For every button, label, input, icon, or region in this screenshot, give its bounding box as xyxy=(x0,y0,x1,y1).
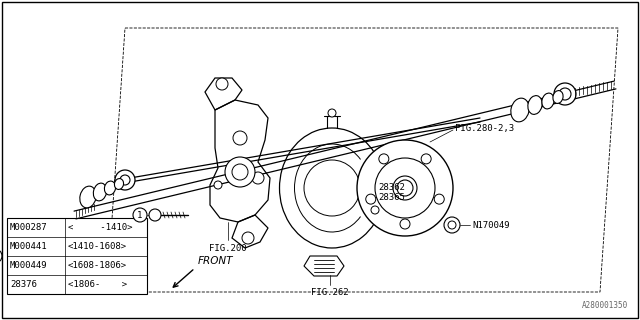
Circle shape xyxy=(232,164,248,180)
Text: 28362: 28362 xyxy=(378,183,405,192)
Circle shape xyxy=(0,249,2,263)
Ellipse shape xyxy=(528,96,542,114)
Text: FIG.280-2,3: FIG.280-2,3 xyxy=(455,124,514,132)
Circle shape xyxy=(115,170,135,190)
Circle shape xyxy=(393,176,417,200)
Circle shape xyxy=(379,154,389,164)
Ellipse shape xyxy=(115,179,124,189)
Circle shape xyxy=(216,78,228,90)
Ellipse shape xyxy=(511,98,529,122)
Text: FRONT: FRONT xyxy=(198,256,234,266)
Text: 1: 1 xyxy=(138,211,143,220)
Circle shape xyxy=(400,219,410,229)
Circle shape xyxy=(397,180,413,196)
Text: A280001350: A280001350 xyxy=(582,301,628,310)
Circle shape xyxy=(559,88,571,100)
Text: <1806-    >: <1806- > xyxy=(68,280,127,289)
Text: M000449: M000449 xyxy=(10,261,47,270)
Circle shape xyxy=(371,206,379,214)
Bar xyxy=(7,218,147,294)
Circle shape xyxy=(434,194,444,204)
Circle shape xyxy=(133,208,147,222)
Circle shape xyxy=(375,158,435,218)
Ellipse shape xyxy=(553,91,563,103)
Ellipse shape xyxy=(93,183,107,201)
Circle shape xyxy=(120,175,130,185)
Text: <1410-1608>: <1410-1608> xyxy=(68,242,127,251)
Text: FIG.262: FIG.262 xyxy=(311,288,349,297)
FancyArrowPatch shape xyxy=(173,270,193,287)
Ellipse shape xyxy=(542,93,554,109)
Circle shape xyxy=(252,172,264,184)
Text: 28365: 28365 xyxy=(378,193,405,202)
Circle shape xyxy=(304,160,360,216)
Circle shape xyxy=(328,109,336,117)
Text: <     -1410>: < -1410> xyxy=(68,223,132,232)
Ellipse shape xyxy=(104,181,116,195)
Circle shape xyxy=(448,221,456,229)
Circle shape xyxy=(421,154,431,164)
Text: M000287: M000287 xyxy=(10,223,47,232)
Ellipse shape xyxy=(80,186,96,208)
Circle shape xyxy=(242,232,254,244)
Text: M000441: M000441 xyxy=(10,242,47,251)
Text: 28376: 28376 xyxy=(10,280,37,289)
Circle shape xyxy=(366,194,376,204)
Text: <1608-1806>: <1608-1806> xyxy=(68,261,127,270)
Circle shape xyxy=(233,131,247,145)
Circle shape xyxy=(214,181,222,189)
Circle shape xyxy=(357,140,453,236)
Text: FIG.200: FIG.200 xyxy=(209,244,247,253)
Circle shape xyxy=(225,157,255,187)
Circle shape xyxy=(149,209,161,221)
Circle shape xyxy=(444,217,460,233)
Circle shape xyxy=(554,83,576,105)
Text: N170049: N170049 xyxy=(472,220,509,229)
